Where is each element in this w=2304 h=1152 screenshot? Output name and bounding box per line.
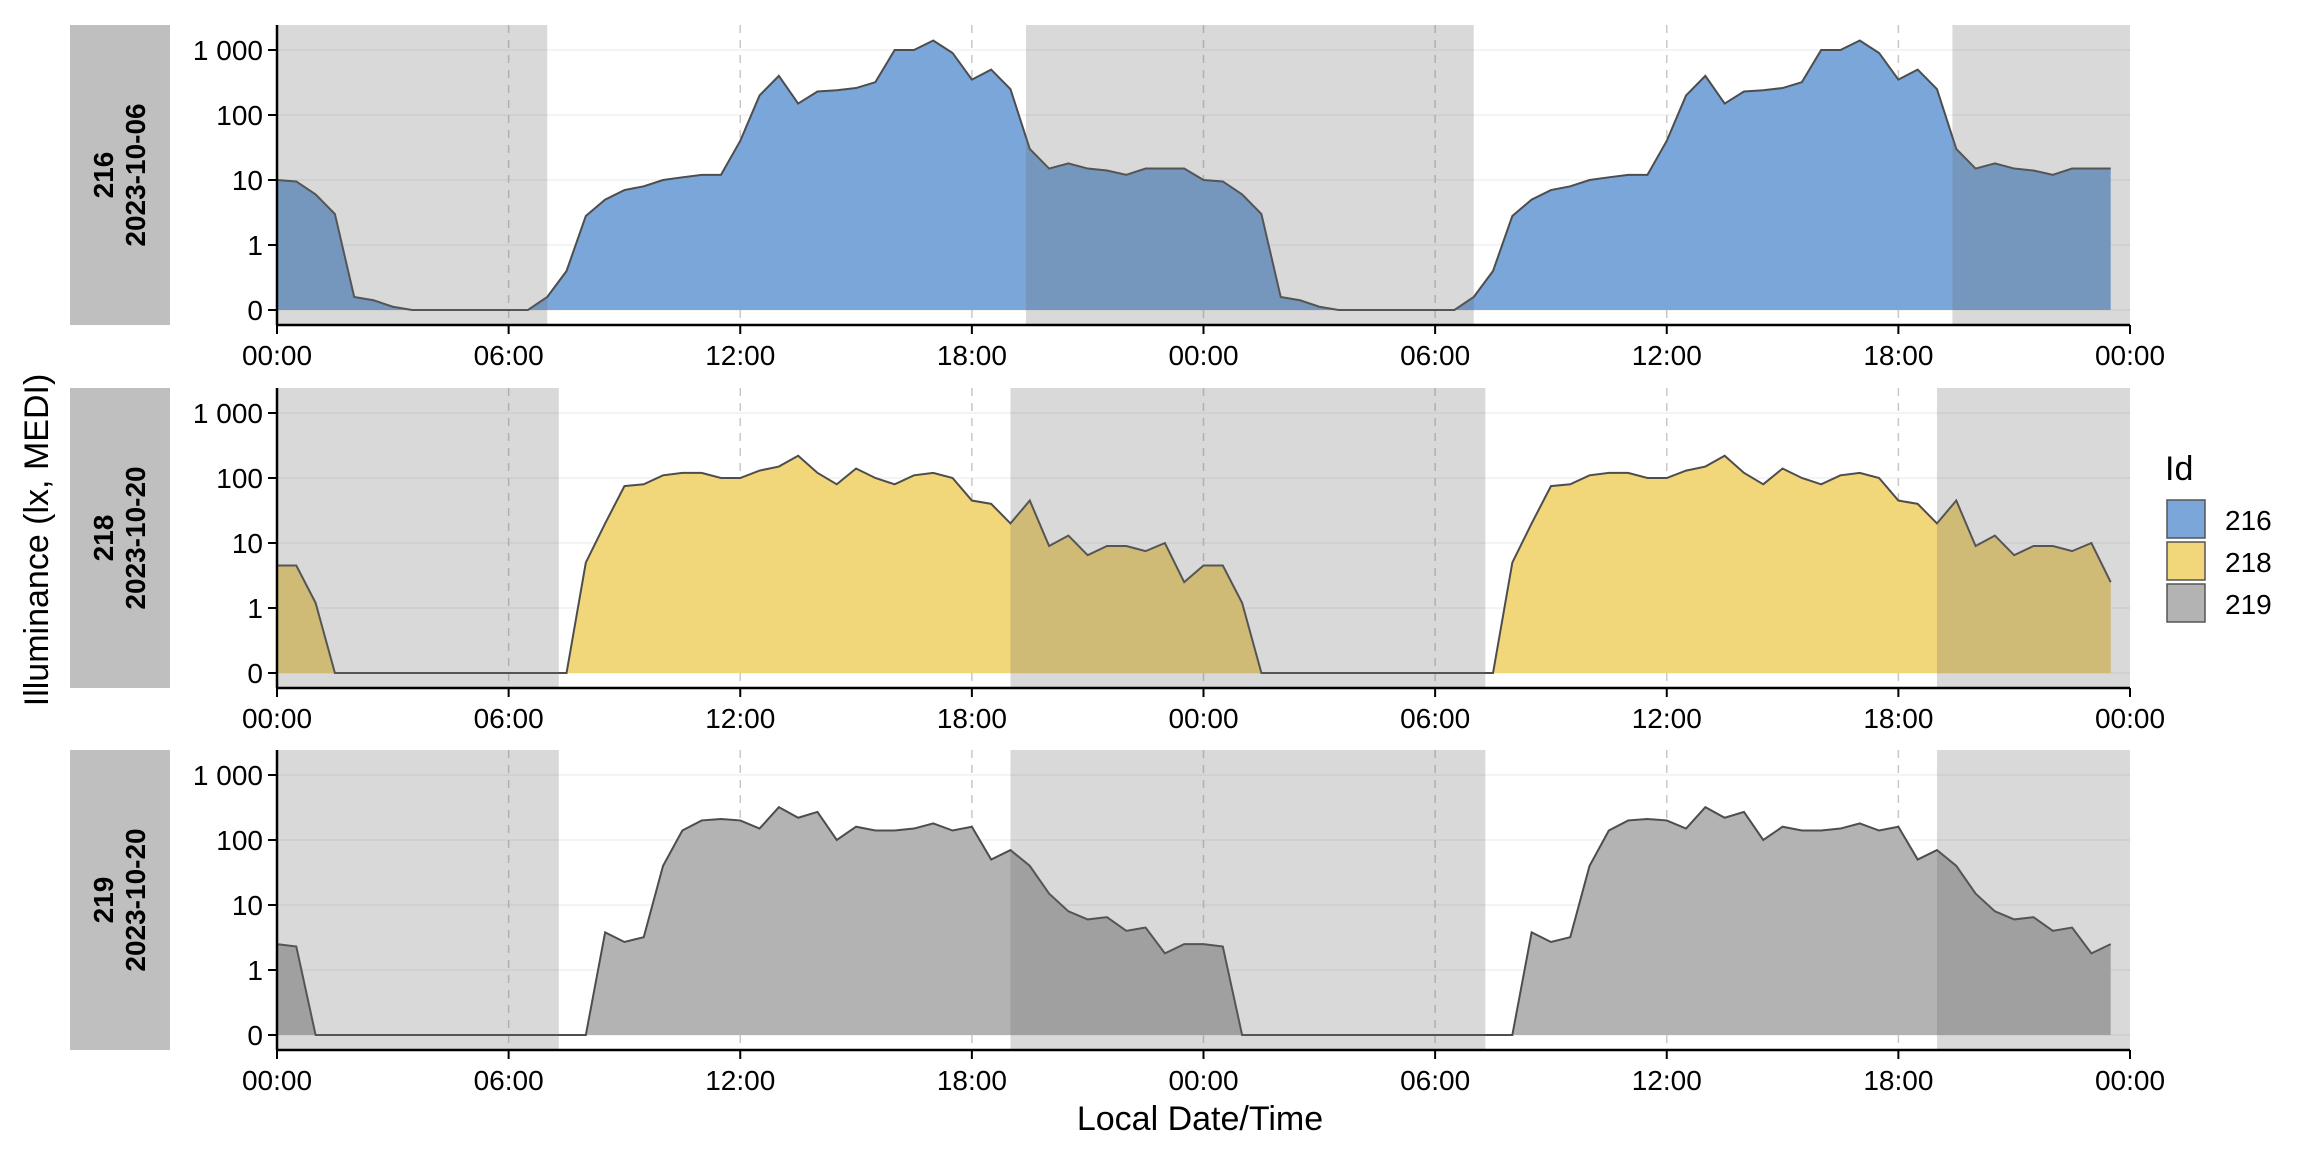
legend-label-218: 218 <box>2225 547 2272 578</box>
facet-strip-label-219: 2192023-10-20 <box>88 828 151 971</box>
y-tick-label: 10 <box>232 165 263 196</box>
x-tick-label: 00:00 <box>1168 1065 1238 1096</box>
x-tick-label: 18:00 <box>937 703 1007 734</box>
y-tick-label: 0 <box>247 295 263 326</box>
x-tick-label: 06:00 <box>474 703 544 734</box>
y-tick-label: 100 <box>216 825 263 856</box>
legend-swatch-216 <box>2166 499 2206 539</box>
x-tick-label: 06:00 <box>1400 703 1470 734</box>
night-shading <box>277 388 559 688</box>
area-series-219 <box>277 807 2111 1035</box>
x-tick-label: 00:00 <box>242 340 312 371</box>
x-tick-label: 00:00 <box>1168 703 1238 734</box>
facet-strip-label-216: 2162023-10-06 <box>88 103 151 246</box>
y-tick-label: 10 <box>232 890 263 921</box>
line-series-219 <box>276 805 2112 1036</box>
y-tick-label: 1 <box>247 955 263 986</box>
area-series-218 <box>277 455 2111 673</box>
x-tick-label: 18:00 <box>1863 1065 1933 1096</box>
x-tick-label: 12:00 <box>1632 703 1702 734</box>
facet-strip-id: 218 <box>88 515 119 562</box>
x-tick-label: 12:00 <box>705 1065 775 1096</box>
legend-title: Id <box>2165 450 2193 488</box>
x-tick-label: 00:00 <box>2095 703 2165 734</box>
night-shading <box>1025 25 1474 325</box>
y-tick-label: 1 000 <box>193 35 263 66</box>
x-tick-label: 06:00 <box>1400 340 1470 371</box>
x-axis-title: Local Date/Time <box>1077 1100 1323 1138</box>
night-shading <box>277 25 548 325</box>
y-tick-label: 0 <box>247 1020 263 1051</box>
x-tick-label: 06:00 <box>1400 1065 1470 1096</box>
x-tick-label: 00:00 <box>1168 340 1238 371</box>
y-tick-label: 1 000 <box>193 398 263 429</box>
x-tick-label: 06:00 <box>474 1065 544 1096</box>
facet-strip-date: 2023-10-06 <box>120 103 151 246</box>
night-shading <box>1010 750 1486 1050</box>
x-tick-label: 12:00 <box>1632 1065 1702 1096</box>
x-tick-label: 00:00 <box>242 1065 312 1096</box>
y-tick-label: 10 <box>232 528 263 559</box>
facet-strip-date: 2023-10-20 <box>120 828 151 971</box>
y-tick-label: 1 <box>247 230 263 261</box>
legend-label-219: 219 <box>2225 589 2272 620</box>
facet-strip-label-218: 2182023-10-20 <box>88 466 151 609</box>
x-tick-label: 12:00 <box>1632 340 1702 371</box>
x-tick-label: 00:00 <box>2095 340 2165 371</box>
facet-strip-216 <box>70 25 170 325</box>
y-tick-label: 1 <box>247 593 263 624</box>
y-tick-label: 100 <box>216 463 263 494</box>
legend-label-216: 216 <box>2225 505 2272 536</box>
x-tick-label: 18:00 <box>937 340 1007 371</box>
panel-216: 2162023-10-06 0 1 10 100 1 000 00:00 06:00 12:00… <box>70 25 2165 371</box>
panel-219: 2192023-10-20 0 1 10 100 1 000 00:00 06:00 12:00… <box>70 750 2165 1096</box>
facet-strip-id: 219 <box>88 877 119 924</box>
line-series-216 <box>276 39 2111 311</box>
x-tick-label: 12:00 <box>705 703 775 734</box>
legend-swatch-218 <box>2166 541 2206 581</box>
night-shading <box>1952 25 2130 325</box>
facet-strip-218 <box>70 388 170 688</box>
night-shading <box>277 750 559 1050</box>
x-tick-label: 18:00 <box>1863 703 1933 734</box>
panel-218: 2182023-10-20 0 1 10 100 1 000 00:00 06:00 12:00… <box>70 388 2165 734</box>
night-shading <box>1936 388 2130 688</box>
line-series-218 <box>277 454 2112 674</box>
y-axis-title: Illuminance (lx, MEDI) <box>18 374 56 707</box>
y-tick-label: 0 <box>247 658 263 689</box>
x-tick-label: 18:00 <box>937 1065 1007 1096</box>
night-shading <box>1010 388 1486 688</box>
x-tick-label: 06:00 <box>474 340 544 371</box>
facet-strip-219 <box>70 750 170 1050</box>
night-shading <box>1936 750 2130 1050</box>
facet-strip-id: 216 <box>88 152 119 199</box>
facet-strip-date: 2023-10-20 <box>120 466 151 609</box>
legend-swatch-219 <box>2166 583 2206 623</box>
y-tick-label: 100 <box>216 100 263 131</box>
x-tick-label: 00:00 <box>242 703 312 734</box>
y-tick-label: 1 000 <box>193 760 263 791</box>
x-tick-label: 18:00 <box>1863 340 1933 371</box>
legend: Id 216 218 219 <box>2165 450 2272 623</box>
x-tick-label: 12:00 <box>705 340 775 371</box>
x-tick-label: 00:00 <box>2095 1065 2165 1096</box>
